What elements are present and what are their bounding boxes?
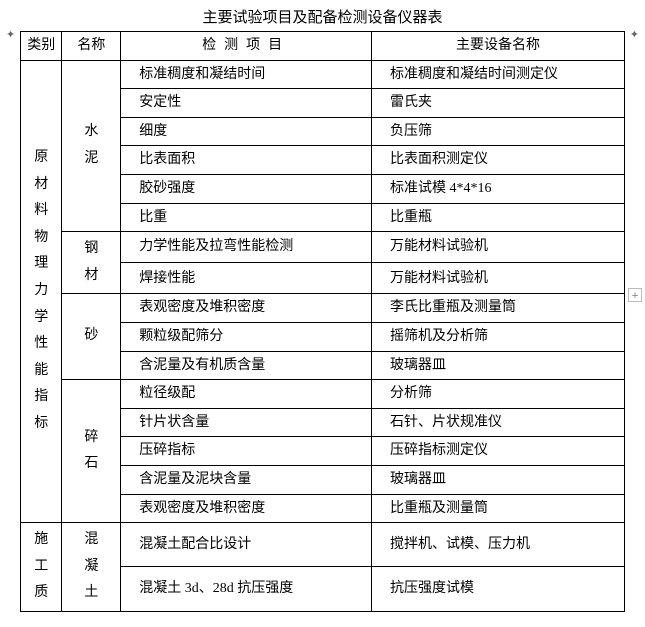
table-row: 砂表观密度及堆积密度李氏比重瓶及测量筒 [21, 294, 625, 323]
equipment-cell: 玻璃器皿 [372, 465, 625, 494]
corner-mark-top-right: ✦ [630, 28, 639, 41]
item-cell: 粒径级配 [121, 380, 372, 409]
equipment-cell: 压碎指标测定仪 [372, 437, 625, 466]
equipment-cell: 标准试模 4*4*16 [372, 174, 625, 203]
item-cell: 含泥量及泥块含量 [121, 465, 372, 494]
equipment-cell: 万能材料试验机 [372, 263, 625, 294]
item-cell: 含泥量及有机质含量 [121, 351, 372, 380]
equipment-cell: 负压筛 [372, 117, 625, 146]
header-item: 检测项目 [121, 32, 372, 61]
item-cell: 胶砂强度 [121, 174, 372, 203]
equipment-cell: 搅拌机、试模、压力机 [372, 523, 625, 567]
table-row: 钢材力学性能及拉弯性能检测万能材料试验机 [21, 232, 625, 263]
item-cell: 焊接性能 [121, 263, 372, 294]
item-cell: 表观密度及堆积密度 [121, 494, 372, 523]
equipment-cell: 比重瓶及测量筒 [372, 494, 625, 523]
table-container: 类别 名称 检测项目 主要设备名称 原材料物理力学性能指标水泥标准稠度和凝结时间… [20, 31, 625, 612]
name-cell: 砂 [62, 294, 121, 380]
item-cell: 混凝土 3d、28d 抗压强度 [121, 567, 372, 611]
equipment-cell: 标准稠度和凝结时间测定仪 [372, 60, 625, 89]
item-cell: 标准稠度和凝结时间 [121, 60, 372, 89]
name-cell: 混凝土 [62, 523, 121, 612]
name-cell: 水泥 [62, 60, 121, 232]
name-cell: 碎石 [62, 380, 121, 523]
name-cell: 钢材 [62, 232, 121, 294]
item-cell: 比重 [121, 203, 372, 232]
item-cell: 压碎指标 [121, 437, 372, 466]
side-add-mark: + [628, 288, 642, 302]
equipment-cell: 雷氏夹 [372, 89, 625, 118]
item-cell: 表观密度及堆积密度 [121, 294, 372, 323]
header-equipment: 主要设备名称 [372, 32, 625, 61]
table-title: 主要试验项目及配备检测设备仪器表 [0, 0, 645, 31]
category-cell: 原材料物理力学性能指标 [21, 60, 62, 523]
equipment-cell: 玻璃器皿 [372, 351, 625, 380]
equipment-cell: 比表面积测定仪 [372, 146, 625, 175]
equipment-cell: 摇筛机及分析筛 [372, 322, 625, 351]
item-cell: 力学性能及拉弯性能检测 [121, 232, 372, 263]
table-row: 原材料物理力学性能指标水泥标准稠度和凝结时间标准稠度和凝结时间测定仪 [21, 60, 625, 89]
equipment-cell: 李氏比重瓶及测量筒 [372, 294, 625, 323]
header-category: 类别 [21, 32, 62, 61]
item-cell: 比表面积 [121, 146, 372, 175]
corner-mark-top-left: ✦ [6, 28, 15, 41]
table-row: 施工质混凝土混凝土配合比设计搅拌机、试模、压力机 [21, 523, 625, 567]
header-name: 名称 [62, 32, 121, 61]
table-row: 碎石粒径级配分析筛 [21, 380, 625, 409]
equipment-cell: 抗压强度试模 [372, 567, 625, 611]
item-cell: 安定性 [121, 89, 372, 118]
equipment-cell: 石针、片状规准仪 [372, 408, 625, 437]
main-table: 类别 名称 检测项目 主要设备名称 原材料物理力学性能指标水泥标准稠度和凝结时间… [20, 31, 625, 612]
equipment-cell: 比重瓶 [372, 203, 625, 232]
equipment-cell: 分析筛 [372, 380, 625, 409]
equipment-cell: 万能材料试验机 [372, 232, 625, 263]
item-cell: 混凝土配合比设计 [121, 523, 372, 567]
category-cell: 施工质 [21, 523, 62, 612]
item-cell: 针片状含量 [121, 408, 372, 437]
header-row: 类别 名称 检测项目 主要设备名称 [21, 32, 625, 61]
item-cell: 颗粒级配筛分 [121, 322, 372, 351]
item-cell: 细度 [121, 117, 372, 146]
